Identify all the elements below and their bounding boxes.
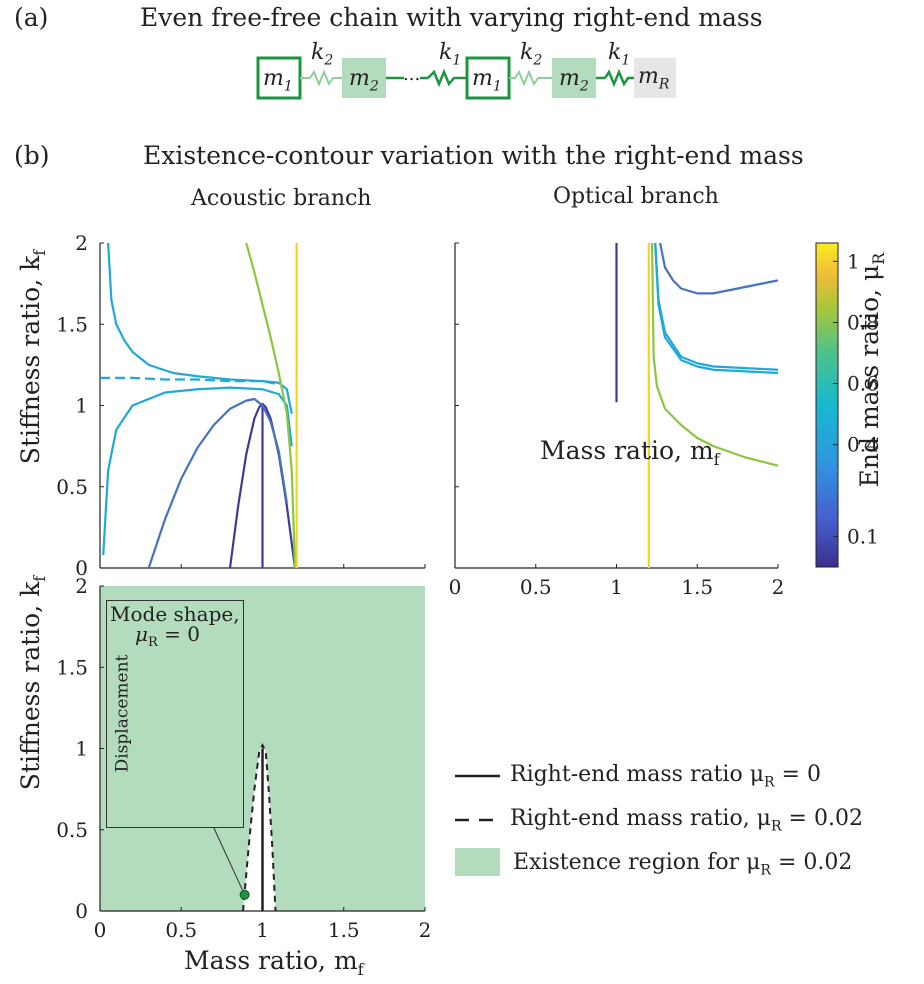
colorbar-gradient xyxy=(815,242,839,568)
chain-k2-label: k2 xyxy=(311,40,334,69)
optical-series-line xyxy=(659,243,778,295)
region-xtick-label: 1.5 xyxy=(328,918,360,942)
chain-k2-label-2: k2 xyxy=(520,40,543,69)
acoustic-ytick-label: 1.5 xyxy=(56,312,88,336)
chain-m1-box-2 xyxy=(465,56,511,100)
non-existence-gap xyxy=(243,745,276,911)
chain-spring-k2-2 xyxy=(509,69,552,87)
region-ytick-label: 2 xyxy=(75,574,88,598)
dashed-boundary-line xyxy=(242,743,277,912)
acoustic-series-line xyxy=(102,386,293,556)
acoustic-ytick-label: 0 xyxy=(75,556,88,580)
colorbar: 0.1 0.4 0.6 0.8 1 xyxy=(815,242,879,568)
chain-m1-label-2: m1 xyxy=(472,66,502,95)
optical-xtick-label: 2 xyxy=(772,575,785,599)
optical-xtick-label: 0.5 xyxy=(520,575,552,599)
region-ytick-label: 1 xyxy=(75,737,88,761)
region-xtick-label: 1 xyxy=(256,918,269,942)
legend-solid-label: Right-end mass ratio μR = 0 xyxy=(510,762,821,791)
panel-b-title: Existence-contour variation with the rig… xyxy=(143,141,804,170)
chain-m2-box-2 xyxy=(552,58,596,98)
acoustic-series-line xyxy=(107,243,293,414)
acoustic-series-line xyxy=(100,376,279,386)
panel-a-label: (a) xyxy=(14,3,49,32)
colorbar-label: End mass ratio, μR xyxy=(855,252,888,488)
inset-title-line2: μR = 0 xyxy=(135,622,200,650)
colorbar-tick-label: 0.4 xyxy=(847,433,879,457)
optical-plot: 0 0.5 1 1.5 2 xyxy=(449,242,785,599)
acoustic-ytick-label: 2 xyxy=(75,231,88,255)
mode-marker-point xyxy=(239,889,250,900)
acoustic-title: Acoustic branch xyxy=(191,186,372,211)
legend xyxy=(455,774,500,876)
chain-k1-label-2: k1 xyxy=(608,40,631,69)
colorbar-tick-label: 0.6 xyxy=(847,372,879,396)
acoustic-series-group xyxy=(100,243,298,568)
optical-xtick-label: 0 xyxy=(449,575,462,599)
chain-spring-k1-2 xyxy=(603,68,634,88)
acoustic-ytick-label: 0.5 xyxy=(56,475,88,499)
optical-xtick-label: 1.5 xyxy=(681,575,713,599)
region-xtick-label: 2 xyxy=(419,918,432,942)
legend-region-swatch xyxy=(455,848,500,876)
region-ytick-label: 0.5 xyxy=(56,818,88,842)
acoustic-ytick-label: 1 xyxy=(75,394,88,418)
chain-spring-k2 xyxy=(300,69,342,87)
chain-mR-box xyxy=(634,58,676,98)
chain-mR-label: mR xyxy=(638,64,670,93)
y-axis-label-bottom: Stiffness ratio, kf xyxy=(16,575,49,791)
region-xtick-label: 0.5 xyxy=(165,918,197,942)
panel-b-label: (b) xyxy=(14,141,50,170)
legend-dashed-label: Right-end mass ratio, μR = 0.02 xyxy=(510,806,863,835)
chain-m2-label-2: m2 xyxy=(559,66,589,95)
chain-m2-box xyxy=(342,58,386,98)
chain-m2-label: m2 xyxy=(349,66,379,95)
x-axis-label-bottom: Mass ratio, mf xyxy=(184,946,364,979)
inset-ylabel: Displacement xyxy=(112,654,133,773)
chain-spring-k1 xyxy=(427,68,467,88)
acoustic-plot: 0 0.5 1 1.5 2 xyxy=(56,231,426,580)
legend-region-label: Existence region for μR = 0.02 xyxy=(513,850,853,879)
chain-diagram xyxy=(256,56,676,100)
x-axis-label-optical: Mass ratio, mf xyxy=(540,436,720,469)
chain-dots: ... xyxy=(403,64,421,85)
panel-a-title: Even free-free chain with varying right-… xyxy=(140,3,763,32)
colorbar-tick-label: 1 xyxy=(847,249,860,273)
optical-xtick-label: 1 xyxy=(610,575,623,599)
region-ytick-label: 1.5 xyxy=(56,655,88,679)
inset-title-line1: Mode shape, xyxy=(110,602,240,626)
chain-m1-label: m1 xyxy=(263,66,293,95)
marker-leader-line xyxy=(212,825,246,895)
acoustic-series-line xyxy=(245,243,297,568)
optical-title: Optical branch xyxy=(553,184,719,209)
optical-series-line xyxy=(654,243,778,375)
y-axis-label-top: Stiffness ratio, kf xyxy=(16,249,49,465)
optical-series-line xyxy=(650,243,778,467)
chain-m1-box xyxy=(256,56,302,100)
chain-k1-label: k1 xyxy=(439,40,462,69)
region-xtick-label: 0 xyxy=(94,918,107,942)
acoustic-series-line xyxy=(147,397,288,568)
region-ytick-label: 0 xyxy=(75,899,88,923)
colorbar-tick-label: 0.8 xyxy=(847,310,879,334)
colorbar-tick-label: 0.1 xyxy=(847,524,879,548)
optical-series-group xyxy=(615,243,778,568)
mode-shape-inset xyxy=(106,600,244,828)
